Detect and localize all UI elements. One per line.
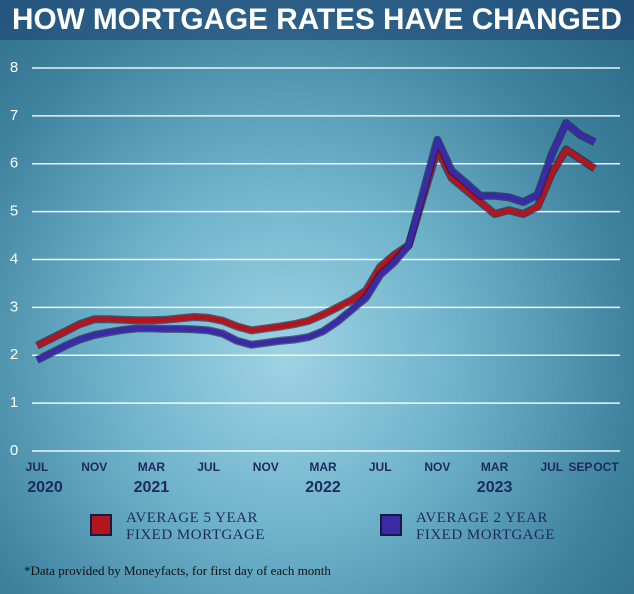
x-tick-label: MAR — [481, 460, 509, 474]
x-tick-label: NOV — [81, 460, 107, 474]
y-tick-label: 5 — [10, 203, 18, 220]
title-band — [0, 0, 634, 40]
x-tick-label: SEP — [568, 460, 592, 474]
x-tick-label: JUL — [197, 460, 220, 474]
y-tick-label: 6 — [10, 155, 18, 172]
y-tick-label: 2 — [10, 346, 18, 363]
x-year-label: 2023 — [477, 479, 513, 496]
y-tick-label: 7 — [10, 107, 18, 124]
line-series — [35, 146, 597, 349]
legend-item: AVERAGE 2 YEAR FIXED MORTGAGE — [380, 510, 586, 544]
legend-swatch — [380, 514, 402, 536]
x-tick-label: JUL — [540, 460, 563, 474]
x-tick-label: NOV — [424, 460, 450, 474]
y-tick-label: 4 — [10, 250, 18, 267]
legend-swatch — [90, 514, 112, 536]
footnote: *Data provided by Moneyfacts, for first … — [24, 563, 331, 578]
line-series — [35, 120, 596, 363]
x-tick-label: JUL — [26, 460, 49, 474]
x-tick-label: JUL — [369, 460, 392, 474]
line-outline — [35, 119, 597, 364]
legend-item: AVERAGE 5 YEAR FIXED MORTGAGE — [90, 510, 296, 544]
x-year-label: 2022 — [305, 479, 341, 496]
y-tick-label: 0 — [10, 442, 18, 459]
x-tick-label: OCT — [593, 460, 619, 474]
y-tick-label: 8 — [10, 59, 18, 76]
x-tick-label: MAR — [309, 460, 337, 474]
chart-title: HOW MORTGAGE RATES HAVE CHANGED — [12, 3, 622, 36]
legend-label: AVERAGE 5 YEAR FIXED MORTGAGE — [126, 510, 266, 543]
legend-label: AVERAGE 2 YEAR FIXED MORTGAGE — [416, 510, 556, 543]
x-year-label: 2021 — [134, 479, 170, 496]
y-tick-label: 3 — [10, 298, 18, 315]
y-tick-label: 1 — [10, 394, 18, 411]
x-tick-label: NOV — [253, 460, 279, 474]
x-tick-label: MAR — [138, 460, 166, 474]
x-year-label: 2020 — [27, 479, 63, 496]
